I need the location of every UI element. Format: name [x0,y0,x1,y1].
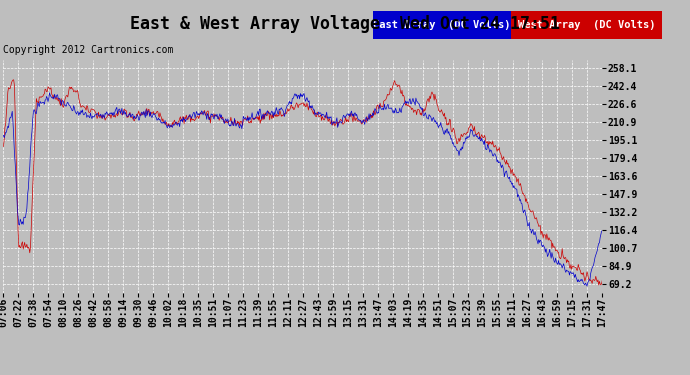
Text: Copyright 2012 Cartronics.com: Copyright 2012 Cartronics.com [3,45,174,55]
Text: East & West Array Voltage  Wed Oct 24 17:51: East & West Array Voltage Wed Oct 24 17:… [130,15,560,33]
Text: East Array  (DC Volts): East Array (DC Volts) [373,20,511,30]
Text: West Array  (DC Volts): West Array (DC Volts) [518,20,656,30]
